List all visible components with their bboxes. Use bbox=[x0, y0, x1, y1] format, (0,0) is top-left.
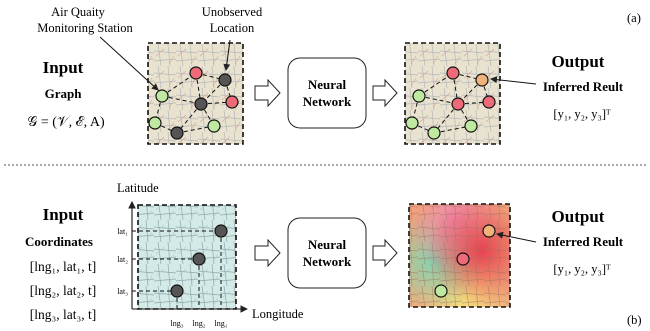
output-map-a bbox=[404, 42, 501, 145]
lng-tick-3: lng₃ bbox=[170, 319, 183, 328]
output-vec-a: [y₁, y₂, y₃]ᵀ bbox=[553, 107, 611, 121]
node-unobserved bbox=[194, 97, 208, 111]
station-pointer bbox=[99, 36, 159, 91]
query-point-1 bbox=[214, 224, 228, 238]
node-observed bbox=[405, 116, 419, 130]
flow-arrow-b2 bbox=[372, 238, 398, 268]
station-callout-line2: Monitoring Station bbox=[37, 21, 133, 35]
unobserved-callout-line2: Location bbox=[210, 21, 255, 35]
node-observed bbox=[155, 89, 169, 103]
node-inferred bbox=[475, 73, 489, 87]
node-observed bbox=[148, 116, 162, 130]
station-callout-line1: Air Quaity bbox=[51, 5, 106, 19]
network-label-b1: Neural bbox=[308, 237, 347, 252]
flow-arrow-b1 bbox=[254, 238, 281, 268]
inferred-point-1 bbox=[482, 224, 496, 238]
node-red bbox=[225, 95, 239, 109]
node-observed bbox=[412, 89, 426, 103]
lng-tick-1: lng₁ bbox=[214, 319, 227, 328]
node-red bbox=[446, 66, 460, 80]
node-inferred bbox=[427, 126, 441, 140]
output-sub-b: Inferred Reult bbox=[543, 234, 624, 249]
input-title-a: Input bbox=[43, 58, 84, 77]
input-title-b: Input bbox=[43, 205, 84, 224]
y-axis-label: Latitude bbox=[117, 181, 159, 195]
result-pointer-a bbox=[490, 76, 537, 85]
query-point-2 bbox=[192, 252, 206, 266]
unobserved-pointer bbox=[223, 39, 231, 71]
unobserved-callout-line1: Unobserved bbox=[202, 5, 263, 19]
flow-arrow-a2 bbox=[372, 78, 398, 108]
panel-a: (a) Air Quaity Monitoring Station Input … bbox=[27, 5, 641, 145]
node-red bbox=[189, 66, 203, 80]
network-label-b2: Network bbox=[303, 254, 352, 269]
network-label-a1: Neural bbox=[308, 77, 347, 92]
coord-2: [lng₂, lat₂, t] bbox=[30, 283, 96, 298]
heatmap-output bbox=[408, 203, 511, 308]
input-sub-a: Graph bbox=[45, 86, 83, 101]
network-label-a2: Network bbox=[303, 94, 352, 109]
node-observed bbox=[464, 119, 478, 133]
lat-tick-2: lat₂ bbox=[117, 255, 128, 264]
panel-a-label: (a) bbox=[627, 11, 641, 25]
flow-arrow-a1 bbox=[254, 78, 281, 108]
input-map-a bbox=[147, 42, 244, 145]
lat-tick-3: lat₃ bbox=[117, 287, 128, 296]
node-observed bbox=[207, 119, 221, 133]
neural-network-a bbox=[287, 57, 367, 129]
coord-1: [lng₁, lat₁, t] bbox=[30, 259, 96, 274]
x-axis-label: Longitude bbox=[252, 307, 304, 321]
coord-3: [lng₃, lat₃, t] bbox=[30, 307, 96, 322]
output-title-a: Output bbox=[552, 52, 605, 71]
node-unobserved bbox=[170, 126, 184, 140]
input-sub-b: Coordinates bbox=[25, 234, 93, 249]
coordinate-map: lat₁ lat₂ lat₃ lng₃ lng₂ lng₁ bbox=[117, 200, 249, 328]
node-unobserved bbox=[218, 73, 232, 87]
inferred-point-3 bbox=[434, 284, 448, 298]
node-inferred bbox=[451, 97, 465, 111]
query-point-3 bbox=[170, 284, 184, 298]
neural-network-b bbox=[287, 217, 367, 289]
panel-b: (b) Input Coordinates [lng₁, lat₁, t] [l… bbox=[25, 181, 642, 328]
result-pointer-b bbox=[496, 231, 537, 243]
output-sub-a: Inferred Reult bbox=[543, 79, 624, 94]
lng-tick-2: lng₂ bbox=[192, 319, 205, 328]
panel-b-label: (b) bbox=[627, 313, 642, 327]
output-title-b: Output bbox=[552, 207, 605, 226]
inferred-point-2 bbox=[456, 252, 470, 266]
lat-tick-1: lat₁ bbox=[117, 227, 128, 236]
node-red bbox=[482, 95, 496, 109]
graph-formula: 𝒢 = (𝒱, ℰ, A) bbox=[27, 115, 105, 130]
output-vec-b: [y₁, y₂, y₃]ᵀ bbox=[553, 262, 611, 276]
